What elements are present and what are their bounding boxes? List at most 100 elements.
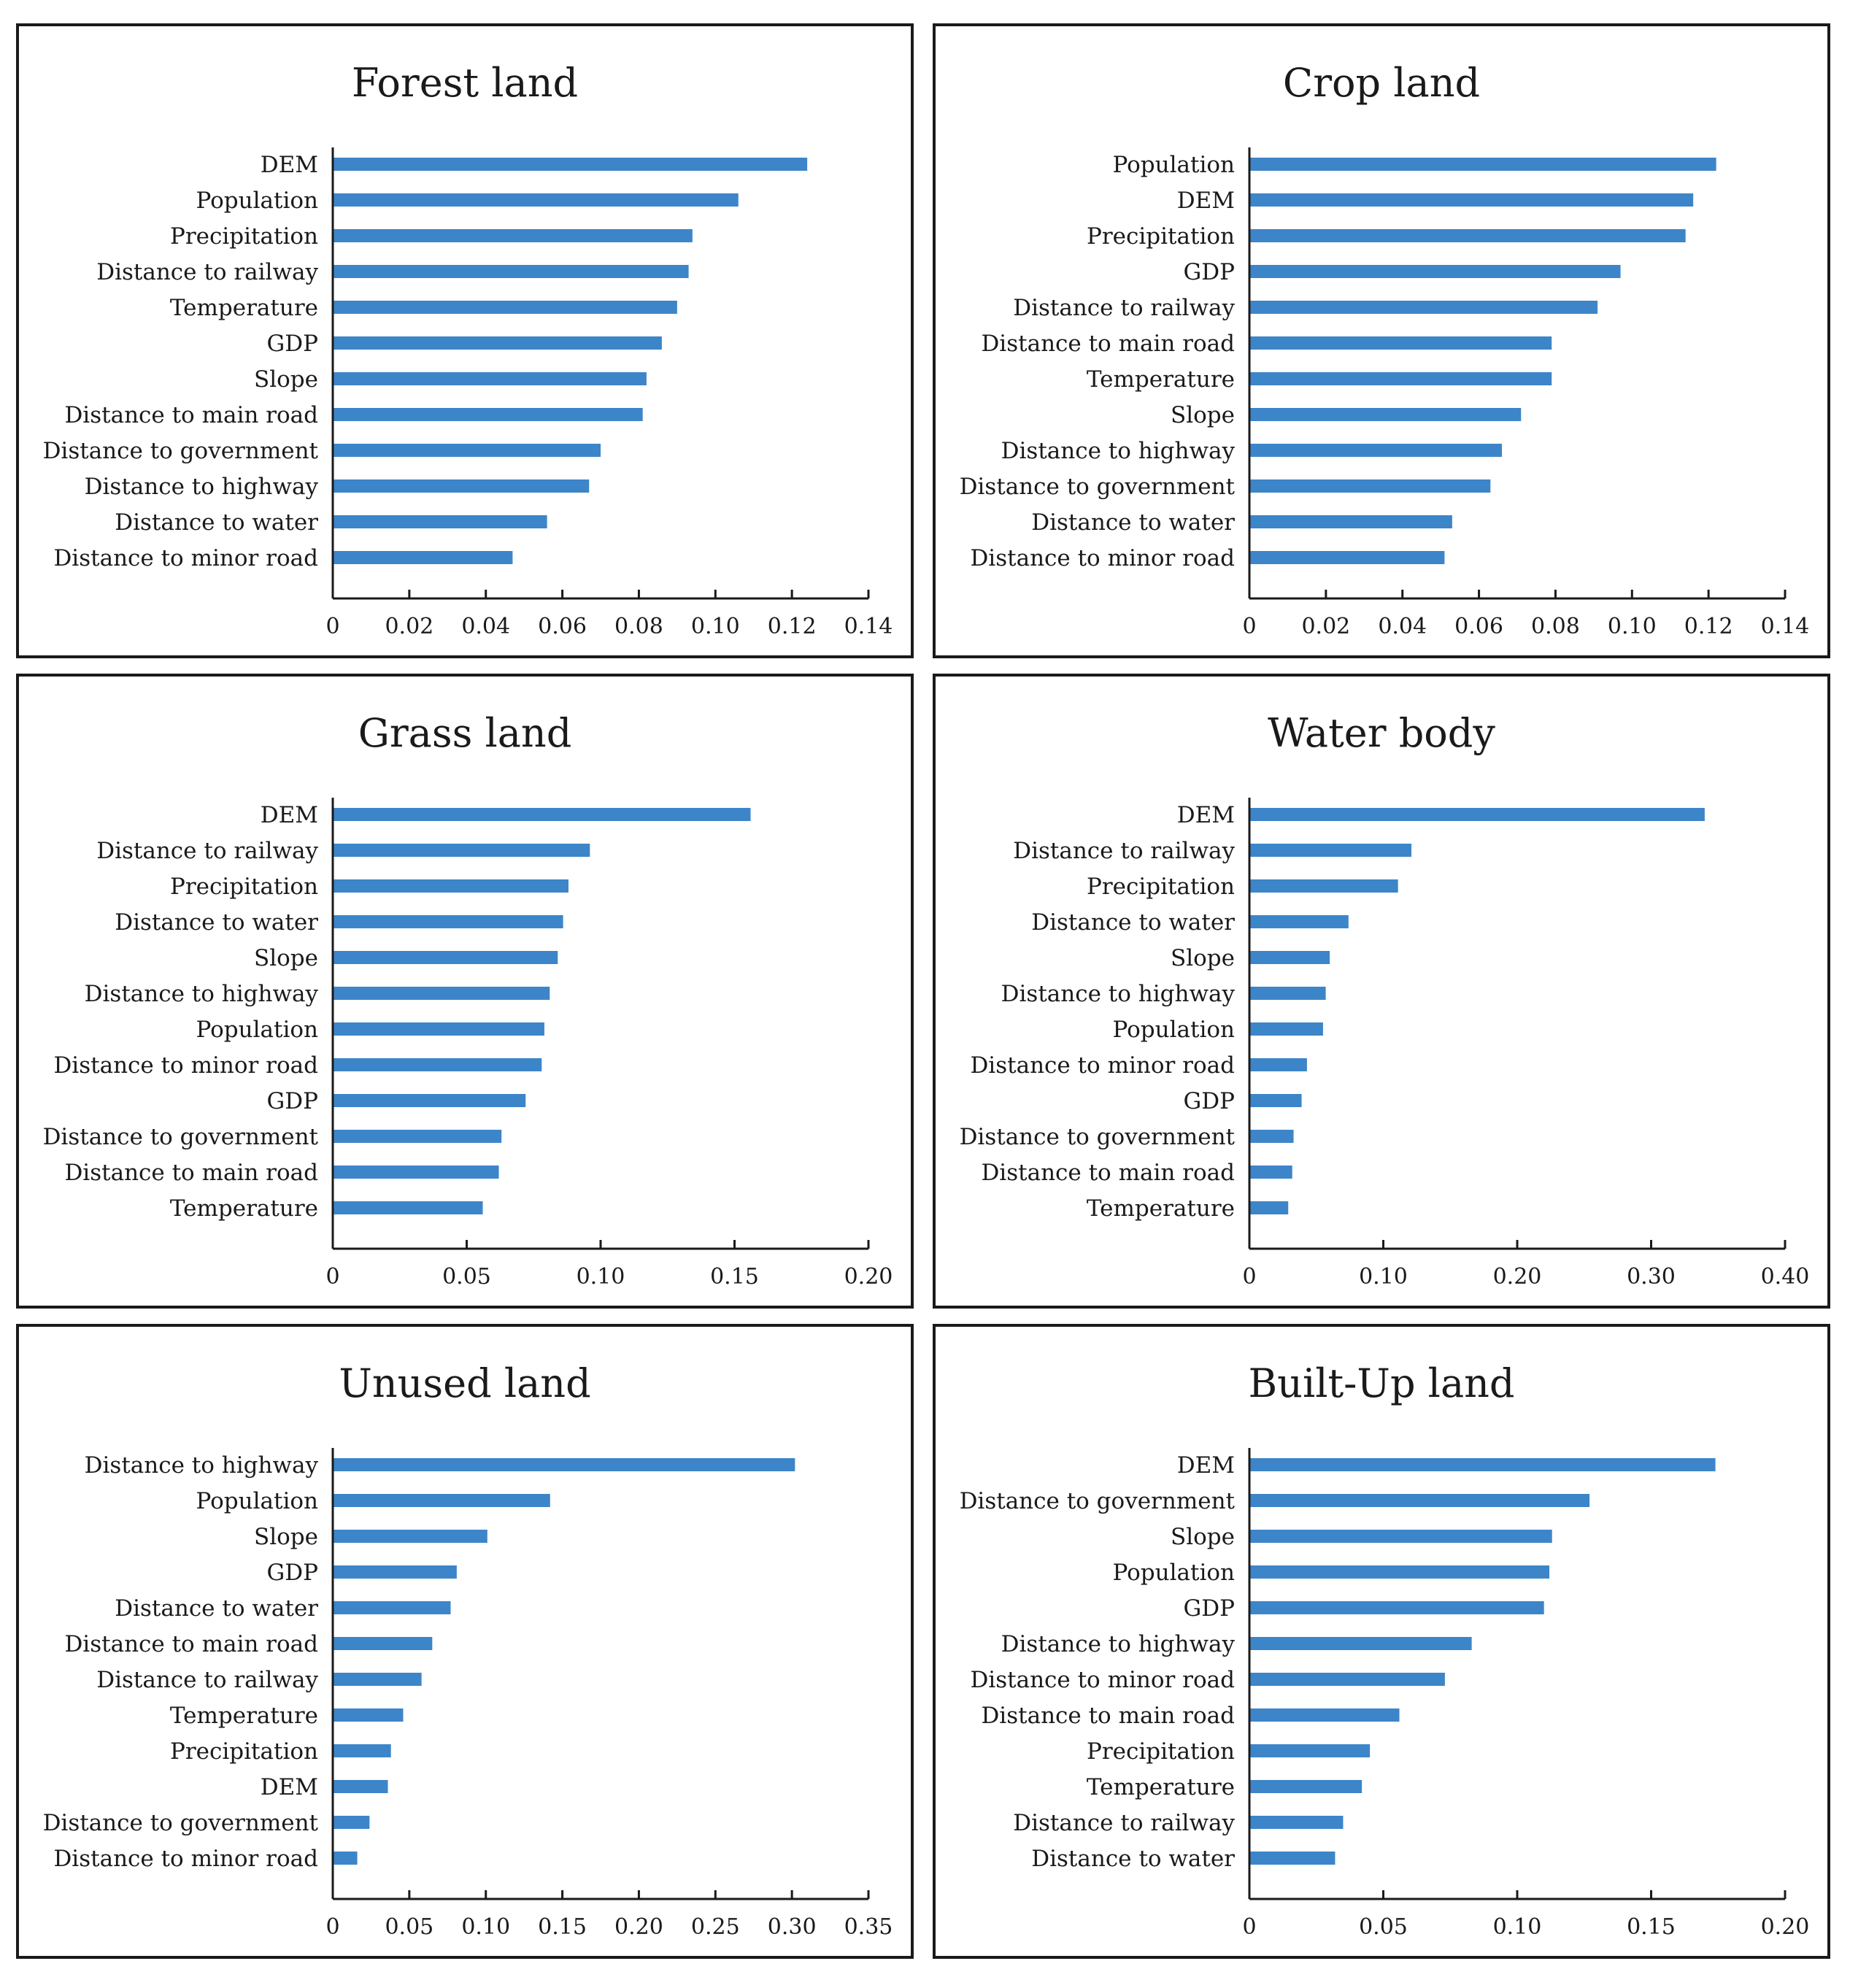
category-label: Distance to highway [85, 474, 319, 500]
bar [1249, 915, 1349, 928]
x-tick-label: 0.10 [691, 614, 740, 639]
chart-panel: Water body DEM Distance to railway Precipit… [933, 674, 1830, 1309]
category-label: Distance to main road [64, 1631, 318, 1657]
x-tick-label: 0.12 [1684, 614, 1733, 639]
chart-title: Crop land [1283, 60, 1480, 106]
bar [1249, 1022, 1323, 1036]
bar [333, 408, 643, 421]
category-label: Distance to main road [64, 1160, 318, 1186]
x-tick-label: 0.14 [844, 614, 893, 639]
x-tick-label: 0.40 [1761, 1264, 1810, 1290]
chart-title: Grass land [358, 710, 572, 756]
bar [333, 1458, 795, 1471]
category-label: Distance to highway [1001, 438, 1236, 464]
category-label: Distance to railway [96, 838, 318, 864]
x-tick-label: 0 [325, 1914, 339, 1940]
bar [1249, 1201, 1289, 1214]
bar [333, 301, 677, 314]
bar [1249, 808, 1705, 821]
chart-panel: Grass land DEM Distance to railway Precipit… [16, 674, 914, 1309]
bar [333, 1780, 388, 1793]
category-label: Slope [1171, 945, 1235, 971]
category-label: Temperature [1087, 1195, 1235, 1222]
bar [333, 844, 590, 857]
category-label: Distance to water [115, 509, 318, 536]
x-tick-label: 0.04 [461, 614, 510, 639]
category-label: Population [1113, 1560, 1236, 1586]
x-tick-label: 0.02 [1301, 614, 1350, 639]
x-tick-label: 0.08 [614, 614, 663, 639]
category-label: Temperature [1087, 1774, 1235, 1800]
category-label: Distance to railway [1013, 838, 1235, 864]
category-label: Slope [254, 945, 318, 971]
category-label: Distance to railway [1013, 1810, 1235, 1836]
category-label: Distance to water [115, 909, 318, 936]
bar [1249, 1673, 1445, 1686]
category-label: Slope [254, 366, 318, 393]
x-tick-label: 0.10 [1359, 1264, 1408, 1290]
category-label: Distance to government [960, 1488, 1236, 1514]
bar [1249, 1744, 1371, 1757]
x-tick-label: 0.08 [1531, 614, 1580, 639]
bar [333, 1530, 487, 1543]
bar [333, 229, 693, 242]
bar [333, 1708, 404, 1722]
bar [333, 551, 513, 564]
x-tick-label: 0.10 [1493, 1914, 1542, 1940]
category-label: Distance to minor road [53, 1846, 318, 1872]
category-label: Distance to government [43, 1124, 319, 1150]
category-label: Distance to minor road [53, 545, 318, 571]
bar [1249, 408, 1522, 421]
bar [1249, 1094, 1302, 1107]
bar [1249, 1530, 1552, 1543]
bar [1249, 1058, 1307, 1071]
bar [333, 479, 590, 493]
bar [1249, 479, 1491, 493]
bar [1249, 1166, 1292, 1179]
x-tick-label: 0 [325, 614, 339, 639]
category-label: Distance to highway [1001, 981, 1236, 1007]
category-label: Precipitation [1087, 1738, 1235, 1765]
bar [333, 1130, 502, 1143]
x-tick-label: 0.25 [691, 1914, 740, 1940]
category-label: Temperature [170, 295, 318, 321]
bar [1249, 1494, 1590, 1507]
category-label: Distance to government [960, 1124, 1236, 1150]
x-tick-label: 0.15 [710, 1264, 759, 1290]
bar [333, 1494, 550, 1507]
category-label: Population [196, 1017, 319, 1043]
category-label: Distance to highway [85, 981, 319, 1007]
bar [1249, 158, 1716, 171]
x-tick-label: 0.15 [538, 1914, 587, 1940]
category-label: GDP [1184, 1088, 1235, 1114]
bar [333, 336, 662, 350]
bar [1249, 844, 1412, 857]
bar [333, 1852, 358, 1865]
bar [333, 951, 558, 964]
category-label: Distance to water [1031, 509, 1235, 536]
category-label: GDP [267, 1088, 318, 1114]
chart-panel: Crop land Population DEM Precipitation GDP Di… [933, 23, 1830, 658]
bar [333, 808, 751, 821]
bar [1249, 444, 1503, 457]
bar [1249, 265, 1621, 278]
bar [333, 1058, 542, 1071]
category-label: Distance to railway [1013, 295, 1235, 321]
chart-title: Unused land [339, 1360, 590, 1406]
bar [333, 444, 601, 457]
bar [1249, 193, 1694, 207]
category-label: Population [1113, 152, 1236, 178]
chart-panel: Forest land DEM Population Precipitation Dis… [16, 23, 914, 658]
category-label: Distance to government [960, 474, 1236, 500]
bar [1249, 1816, 1344, 1829]
x-tick-label: 0.20 [1761, 1914, 1810, 1940]
category-label: Distance to minor road [970, 1667, 1235, 1693]
category-label: Precipitation [170, 223, 318, 250]
x-tick-label: 0.20 [844, 1264, 893, 1290]
bar [1249, 1565, 1550, 1579]
bar [333, 1673, 422, 1686]
x-tick-label: 0 [1242, 1264, 1256, 1290]
category-label: GDP [267, 331, 318, 357]
panel-frame [16, 1324, 914, 1959]
